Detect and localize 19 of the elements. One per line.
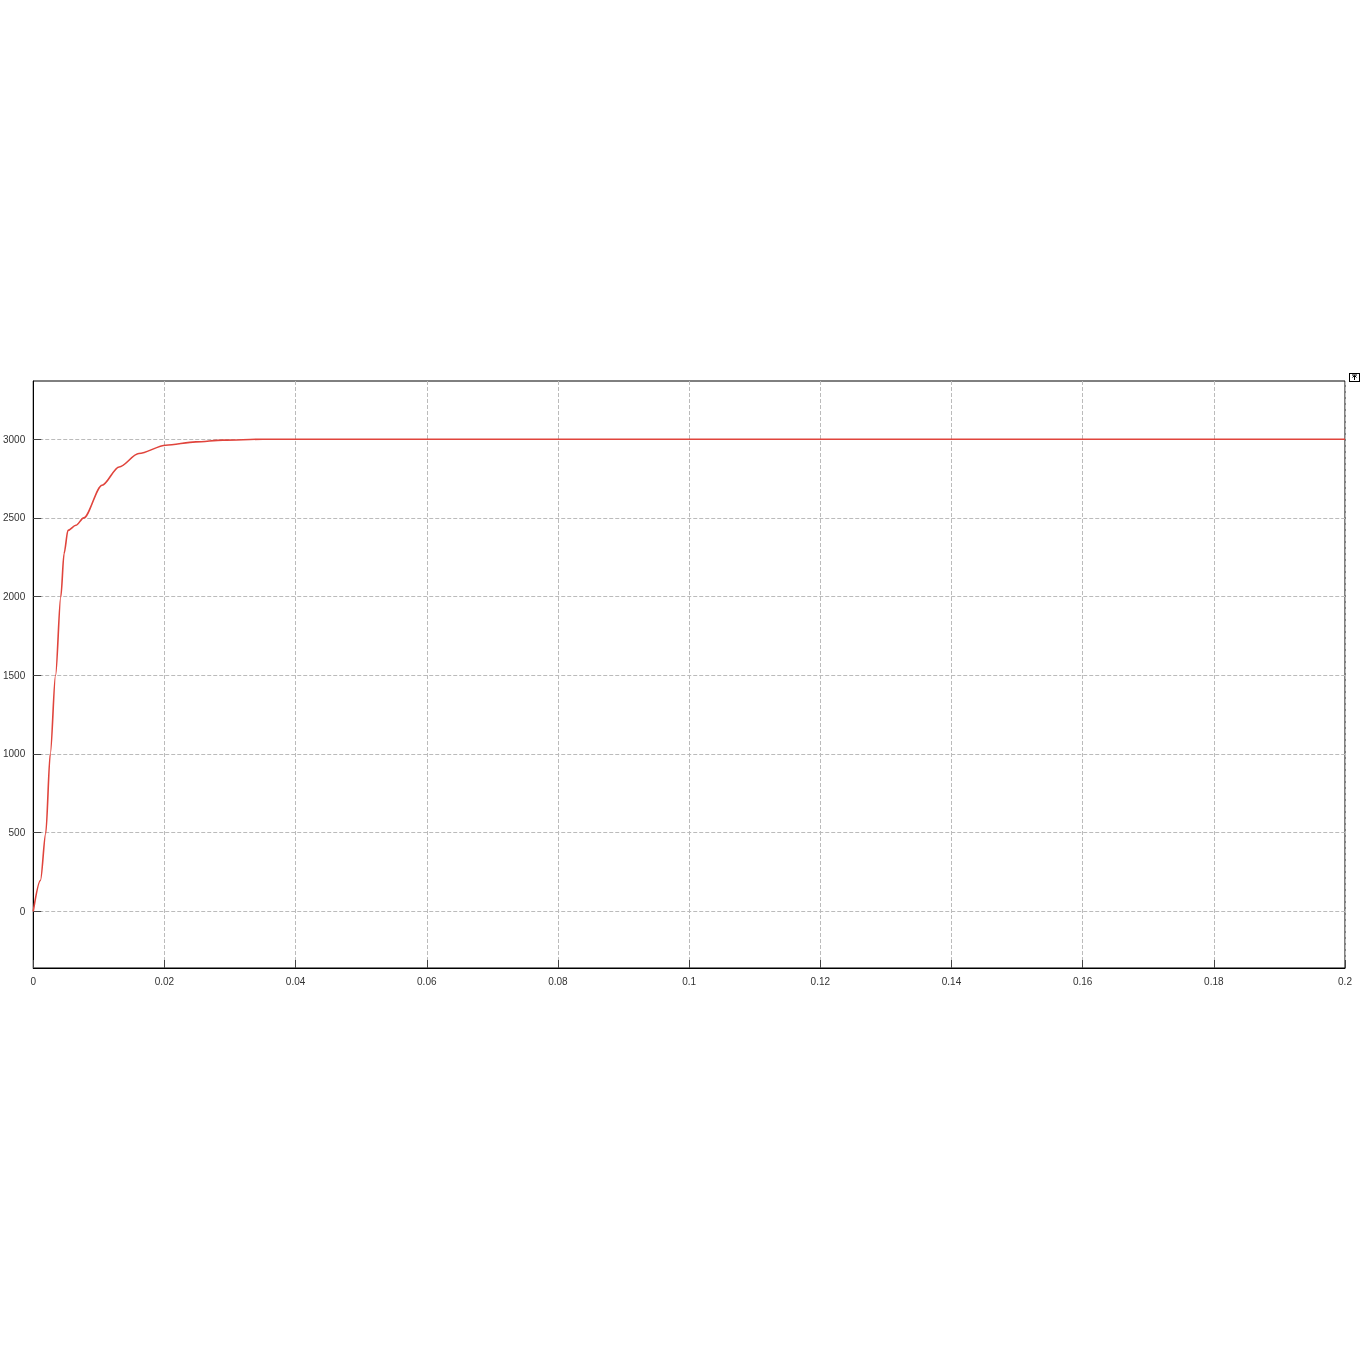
y-tick-label: 1500 <box>3 669 26 681</box>
line-series <box>32 438 1346 913</box>
x-tick-label: 0.18 <box>1204 975 1224 987</box>
y-tick-label: 3000 <box>3 433 26 445</box>
y-tick-label: 2000 <box>3 591 26 603</box>
y-tick-label: 2500 <box>3 512 26 524</box>
y-tick-label: 1000 <box>3 748 26 760</box>
x-tick-label: 0.2 <box>1338 975 1353 987</box>
x-tick-label: 0.08 <box>548 975 569 987</box>
x-tick-label: 0.12 <box>810 975 831 987</box>
y-tick-label: 500 <box>8 827 26 839</box>
x-tick-label: 0.04 <box>285 975 306 987</box>
x-tick-label: 0.16 <box>1072 975 1093 987</box>
x-tick-label: 0.14 <box>941 975 962 987</box>
x-tick-label: 0.1 <box>682 975 697 987</box>
x-tick-label: 0.02 <box>154 975 175 987</box>
x-tick-label: 0.06 <box>417 975 437 987</box>
x-tick-label: 0 <box>30 975 37 987</box>
y-tick-label: 0 <box>19 905 26 917</box>
